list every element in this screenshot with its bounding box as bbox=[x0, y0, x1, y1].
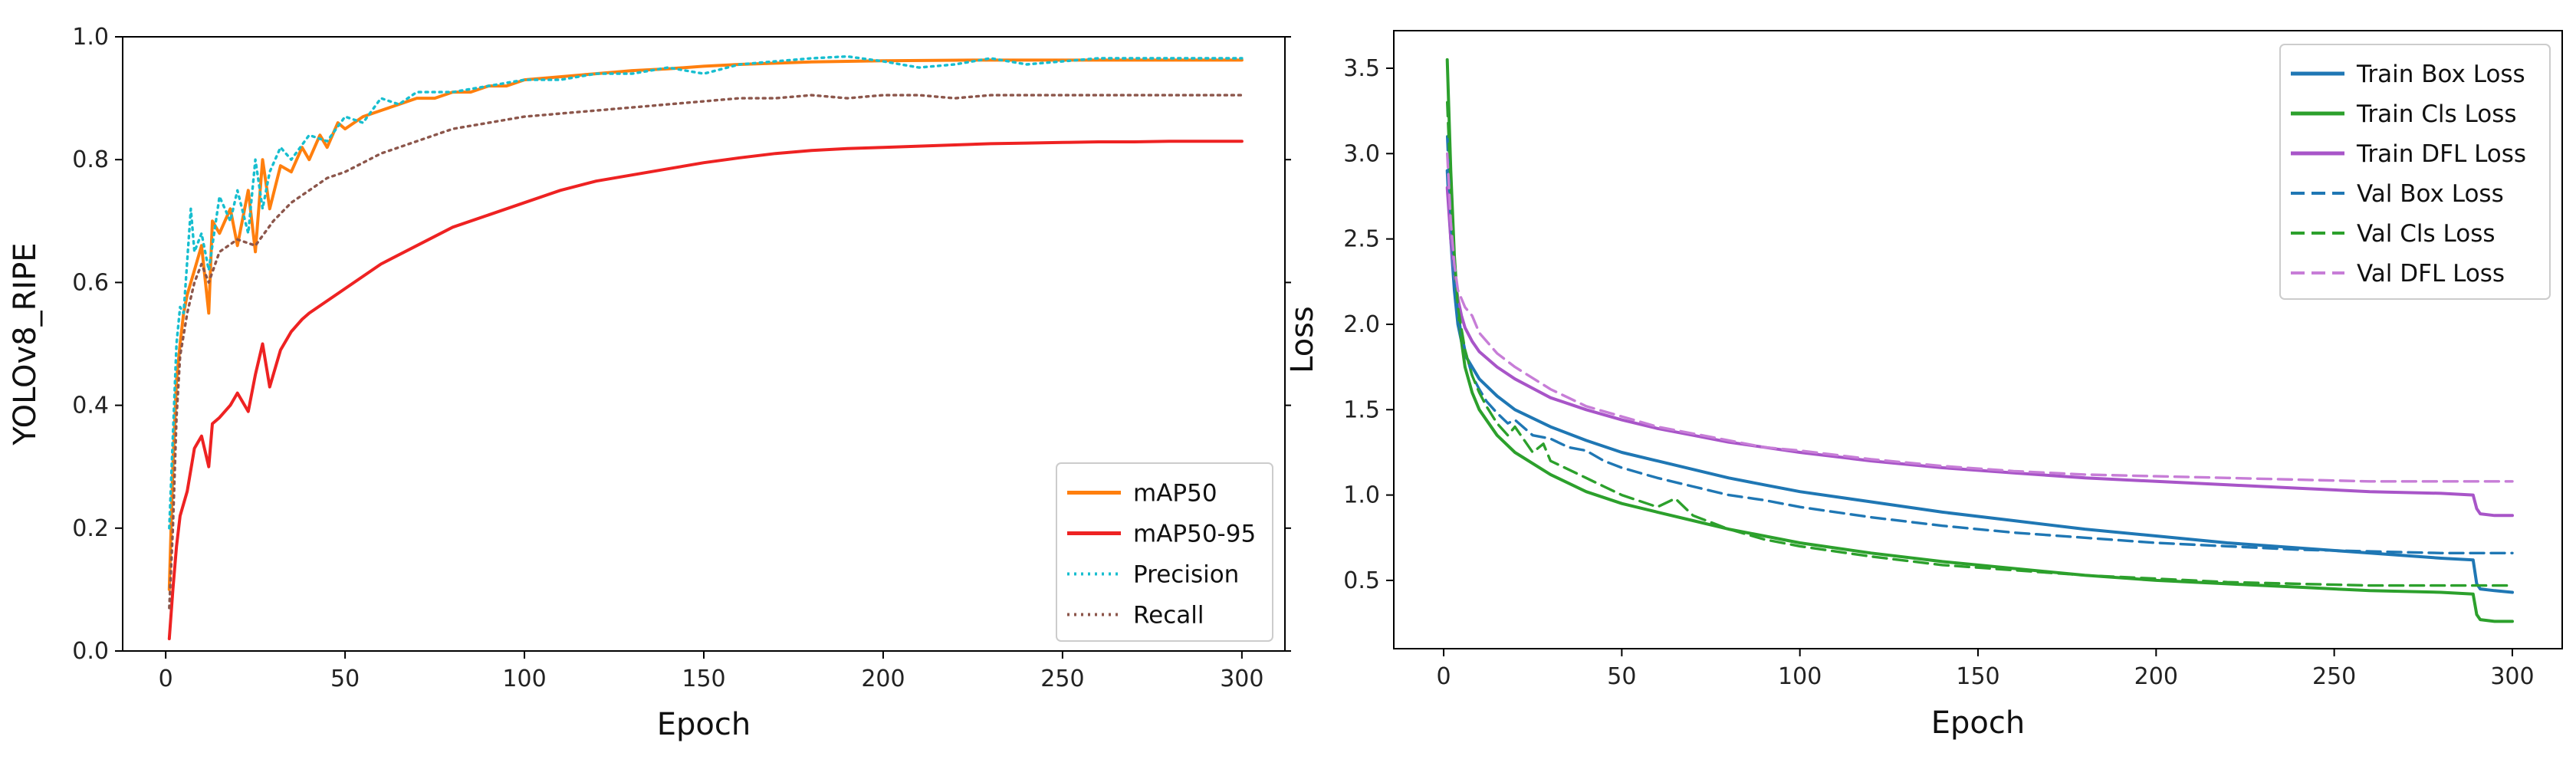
chart-2: 0 50 100 150 200 250 300 0.5 1.0 1.5 2.0 2.5 3.0 3.5 E… bbox=[1285, 30, 2563, 741]
series-group bbox=[1445, 58, 2514, 623]
legend-entry-label: Recall bbox=[1133, 602, 1204, 630]
legend: Train Box Loss Train Cls Loss Train DFL Lo… bbox=[2279, 44, 2551, 300]
chart-1: 0 50 100 150 200 250 300 0.0 0.2 0.4 0.6 0.8 1.0 Epoc… bbox=[8, 24, 1291, 742]
x-tick-label: 150 bbox=[1956, 663, 1999, 690]
series-line-map50-95 bbox=[167, 140, 1244, 640]
x-tick-label: 50 bbox=[1607, 663, 1636, 690]
legend-entry-label: Train Cls Loss bbox=[2356, 100, 2517, 128]
y-tick-label: 0.6 bbox=[72, 269, 109, 296]
y-tick-label: 1.5 bbox=[1343, 396, 1380, 423]
x-tick-label: 100 bbox=[1778, 663, 1822, 690]
x-tick-label: 50 bbox=[330, 666, 360, 692]
x-tick-label: 0 bbox=[1437, 663, 1451, 690]
legend-entry-label: Val DFL Loss bbox=[2357, 260, 2505, 288]
series-line-precision bbox=[168, 54, 1244, 530]
series-line-val-box-loss bbox=[1445, 135, 2514, 554]
x-tick-label: 250 bbox=[2312, 663, 2356, 690]
series-line-val-cls-loss bbox=[1445, 100, 2514, 587]
legend-box bbox=[2279, 44, 2551, 300]
x-tick-label: 300 bbox=[2490, 663, 2534, 690]
legend-box bbox=[1056, 462, 1273, 642]
x-tick-label: 150 bbox=[682, 666, 725, 692]
y-tick-label: 0.0 bbox=[72, 638, 109, 665]
legend-entry-label: Train DFL Loss bbox=[2356, 140, 2526, 168]
x-axis-label: Epoch bbox=[657, 707, 751, 742]
series-line-recall bbox=[168, 94, 1244, 610]
y-tick-label: 3.5 bbox=[1343, 55, 1380, 82]
series-line-val-dfl-loss bbox=[1445, 152, 2514, 483]
y-axis-label: YOLOv8_RIPE bbox=[8, 242, 43, 445]
y-tick-label: 0.2 bbox=[72, 515, 109, 542]
y-tick-label: 2.0 bbox=[1343, 311, 1380, 338]
y-tick-label: 0.4 bbox=[72, 393, 109, 419]
legend-entry-label: mAP50-95 bbox=[1133, 521, 1256, 548]
x-tick-label: 300 bbox=[1220, 666, 1263, 692]
x-tick-label: 0 bbox=[159, 666, 173, 692]
x-tick-label: 100 bbox=[502, 666, 546, 692]
y-tick-label: 1.0 bbox=[1343, 482, 1380, 509]
legend-entry-label: Precision bbox=[1133, 561, 1239, 589]
y-axis-label: Loss bbox=[1285, 306, 1320, 373]
legend-entry-label: Train Box Loss bbox=[2356, 61, 2525, 88]
y-tick-label: 0.5 bbox=[1343, 567, 1380, 594]
legend-entry-label: Val Box Loss bbox=[2357, 180, 2504, 208]
x-tick-label: 250 bbox=[1040, 666, 1084, 692]
legend: mAP50 mAP50-95 Precision Recall bbox=[1056, 462, 1273, 642]
x-tick-label: 200 bbox=[2134, 663, 2178, 690]
legend-entry-label: mAP50 bbox=[1133, 480, 1217, 508]
y-tick-label: 0.8 bbox=[72, 146, 109, 173]
y-tick-label: 2.5 bbox=[1343, 226, 1380, 253]
series-line-train-cls-loss bbox=[1445, 58, 2514, 623]
series-group bbox=[167, 54, 1244, 640]
y-tick-label: 3.0 bbox=[1343, 140, 1380, 167]
legend-entry-label: Val Cls Loss bbox=[2357, 220, 2496, 248]
y-tick-label: 1.0 bbox=[72, 24, 109, 51]
x-axis-label: Epoch bbox=[1931, 705, 2025, 741]
x-tick-label: 200 bbox=[861, 666, 905, 692]
